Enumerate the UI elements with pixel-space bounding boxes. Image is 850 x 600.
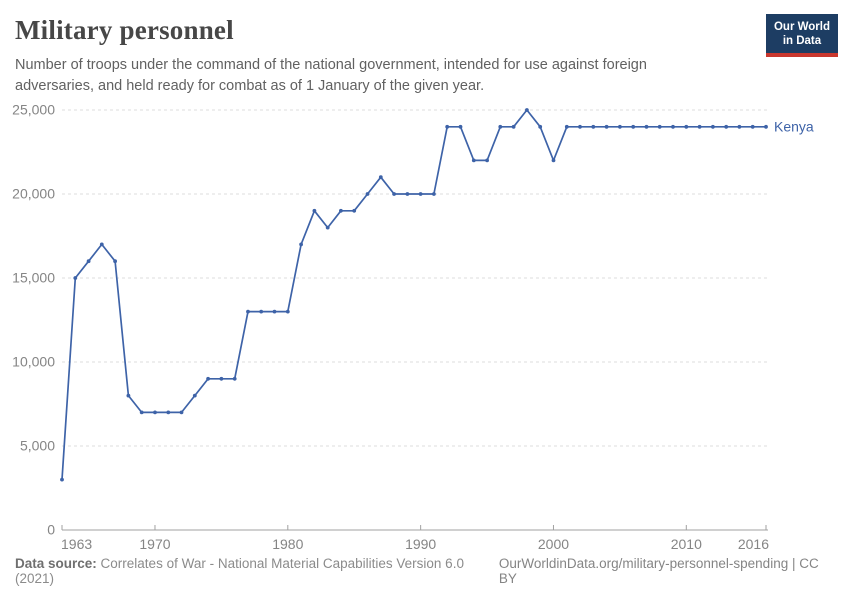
data-point <box>764 124 768 129</box>
data-point <box>312 208 317 213</box>
data-point <box>166 410 171 415</box>
data-point <box>697 124 702 129</box>
data-point <box>246 309 250 314</box>
data-point <box>405 192 410 196</box>
data-source: Data source: Correlates of War - Nationa… <box>15 556 499 586</box>
data-point <box>378 175 383 180</box>
x-axis-label: 1963 <box>61 536 92 552</box>
data-point <box>219 376 224 381</box>
data-point <box>724 124 729 129</box>
data-point <box>445 124 450 129</box>
x-axis-label: 1980 <box>272 536 303 552</box>
chart-footer: Data source: Correlates of War - Nationa… <box>15 556 835 586</box>
y-axis-label: 10,000 <box>12 354 55 370</box>
data-point <box>657 124 662 129</box>
data-point <box>232 376 237 381</box>
data-source-label: Data source: <box>15 556 97 571</box>
y-axis-label: 25,000 <box>12 102 55 118</box>
data-point <box>126 393 131 398</box>
data-point <box>192 393 197 398</box>
data-point <box>99 242 104 247</box>
data-point <box>551 158 556 163</box>
data-point <box>525 108 529 112</box>
data-point <box>471 158 476 163</box>
data-point <box>498 124 503 129</box>
data-point <box>418 192 423 196</box>
data-point <box>259 309 264 314</box>
x-axis-label: 1970 <box>139 536 170 552</box>
data-point <box>113 259 117 264</box>
data-point <box>750 124 755 129</box>
y-axis-label: 15,000 <box>12 270 55 286</box>
data-point <box>325 225 330 230</box>
data-point <box>299 242 303 247</box>
data-point <box>60 477 64 482</box>
data-point <box>578 124 582 129</box>
data-point <box>432 192 436 196</box>
data-point <box>73 276 78 280</box>
x-axis-label: 2016 <box>738 536 769 552</box>
data-point <box>564 124 569 129</box>
data-point <box>618 124 622 129</box>
data-point <box>153 410 157 415</box>
data-point <box>711 124 715 129</box>
data-point <box>392 192 396 196</box>
owid-url[interactable]: OurWorldinData.org/military-personnel-sp… <box>498 556 819 586</box>
data-point <box>538 124 543 129</box>
owid-logo-line1: Our World <box>773 21 830 33</box>
data-source-text: Correlates of War - National Material Ca… <box>15 556 464 586</box>
y-axis-label: 20,000 <box>12 186 55 202</box>
data-point <box>644 124 649 129</box>
data-point <box>139 410 144 415</box>
x-axis-label: 2010 <box>671 536 702 552</box>
data-point <box>591 124 596 129</box>
series-label-kenya[interactable]: Kenya <box>774 118 814 134</box>
data-point <box>684 124 689 129</box>
chart-subtitle: Number of troops under the command of th… <box>15 57 647 94</box>
data-point <box>206 376 211 381</box>
data-point <box>179 410 184 415</box>
data-point <box>339 208 343 213</box>
data-point <box>285 309 290 314</box>
data-point <box>631 124 636 129</box>
data-point <box>604 124 609 129</box>
data-point <box>352 208 357 213</box>
data-point <box>671 124 675 129</box>
data-point <box>272 309 277 314</box>
data-point <box>511 124 516 129</box>
owid-logo[interactable]: Our World in Data <box>765 14 838 57</box>
x-axis-label: 2000 <box>538 536 569 552</box>
data-point <box>365 192 370 196</box>
page-title: Military personnel <box>15 15 234 45</box>
y-axis-label: 0 <box>47 522 55 538</box>
data-point <box>485 158 489 163</box>
series-line-kenya <box>61 109 766 480</box>
data-point <box>86 259 91 264</box>
data-point <box>458 124 463 129</box>
chart-header: Military personnel Number of troops unde… <box>15 15 750 97</box>
owid-logo-line2: in Data <box>782 35 822 47</box>
x-axis-label: 1990 <box>405 536 436 552</box>
y-axis-label: 5,000 <box>20 438 55 454</box>
data-point <box>737 124 742 129</box>
